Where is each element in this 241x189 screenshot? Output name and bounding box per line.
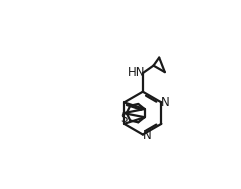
Text: HN: HN <box>127 66 145 79</box>
Text: N: N <box>143 129 152 142</box>
Text: N: N <box>161 96 170 108</box>
Text: S: S <box>120 112 127 125</box>
